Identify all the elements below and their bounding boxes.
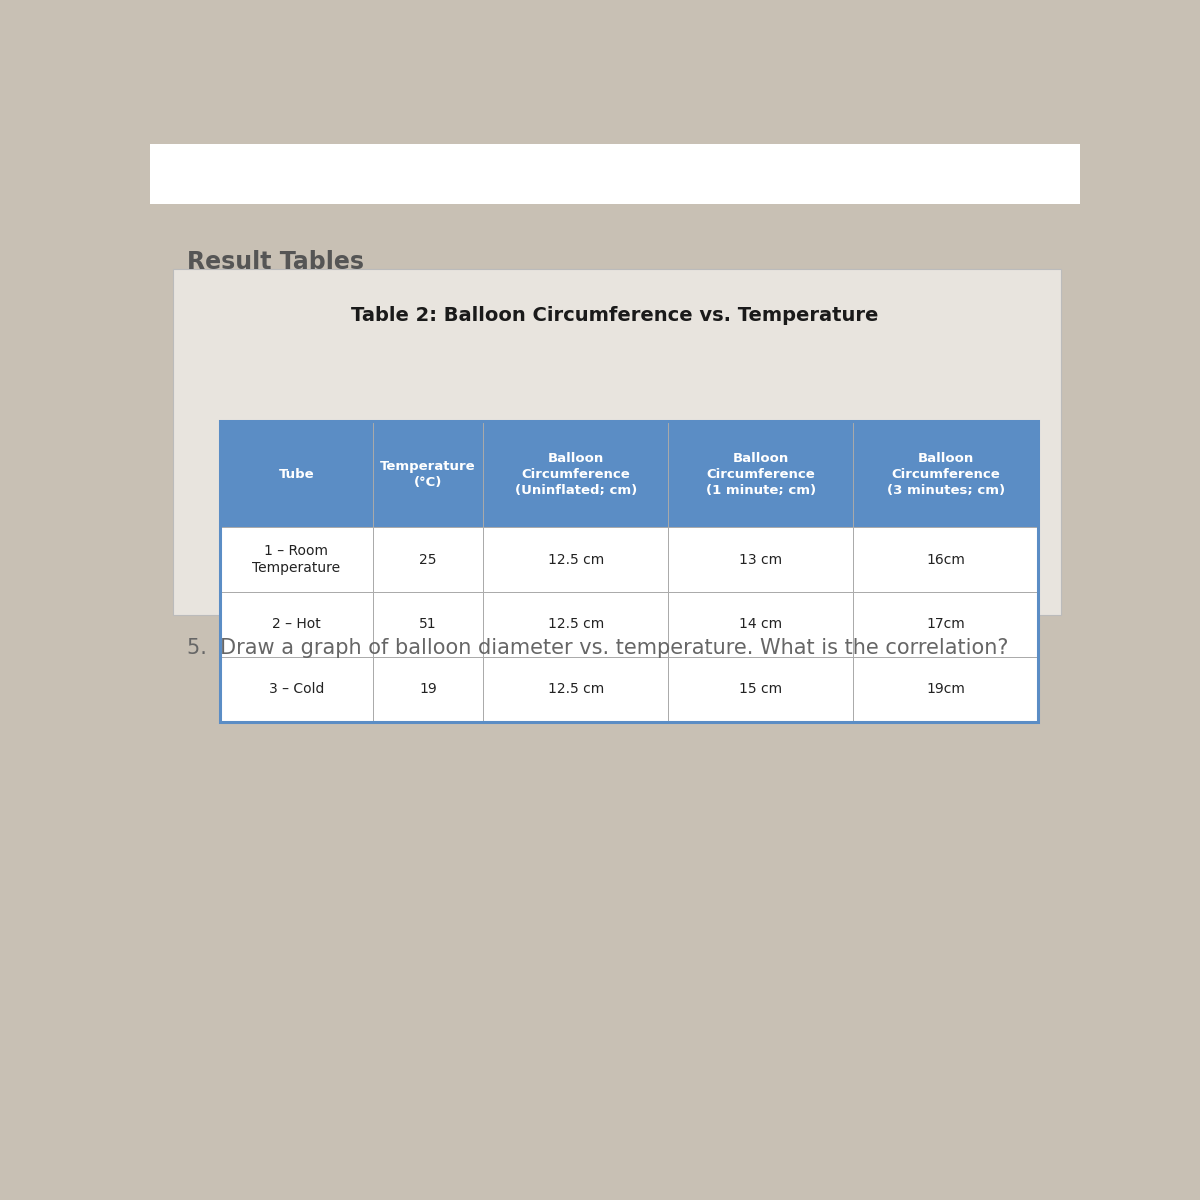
Text: 17cm: 17cm (926, 618, 965, 631)
Bar (373, 656, 484, 721)
Text: 12.5 cm: 12.5 cm (547, 553, 604, 566)
Bar (220, 528, 373, 592)
Bar (853, 592, 1038, 656)
Text: 16cm: 16cm (926, 553, 965, 566)
Text: 13 cm: 13 cm (739, 553, 782, 566)
Bar (373, 592, 484, 656)
Text: Balloon
Circumference
(3 minutes; cm): Balloon Circumference (3 minutes; cm) (887, 452, 1004, 497)
Bar (853, 656, 1038, 721)
Bar (484, 421, 668, 528)
Bar (173, 269, 1062, 616)
Bar (668, 421, 853, 528)
Text: Temperature
(°C): Temperature (°C) (380, 460, 476, 488)
Text: 25: 25 (419, 553, 437, 566)
Bar (220, 421, 373, 528)
Text: 5.  Draw a graph of balloon diameter vs. temperature. What is the correlation?: 5. Draw a graph of balloon diameter vs. … (187, 638, 1009, 659)
Text: 15 cm: 15 cm (739, 682, 782, 696)
Text: 2 – Hot: 2 – Hot (272, 618, 320, 631)
Text: 19: 19 (419, 682, 437, 696)
Bar (220, 421, 1038, 721)
Text: Tube: Tube (278, 468, 314, 481)
Bar (668, 656, 853, 721)
Text: Balloon
Circumference
(1 minute; cm): Balloon Circumference (1 minute; cm) (706, 452, 816, 497)
Bar (150, 144, 1080, 204)
Text: 12.5 cm: 12.5 cm (547, 618, 604, 631)
Text: Result Tables: Result Tables (187, 251, 365, 275)
Bar (373, 528, 484, 592)
Text: 19cm: 19cm (926, 682, 965, 696)
Text: Balloon
Circumference
(Uninflated; cm): Balloon Circumference (Uninflated; cm) (515, 452, 637, 497)
Bar (853, 421, 1038, 528)
Bar (484, 656, 668, 721)
Bar (220, 592, 373, 656)
Text: 3 – Cold: 3 – Cold (269, 682, 324, 696)
Bar (484, 528, 668, 592)
Text: 12.5 cm: 12.5 cm (547, 682, 604, 696)
Text: 14 cm: 14 cm (739, 618, 782, 631)
Bar (668, 592, 853, 656)
Bar (220, 656, 373, 721)
Text: Table 2: Balloon Circumference vs. Temperature: Table 2: Balloon Circumference vs. Tempe… (352, 306, 878, 325)
Bar (853, 528, 1038, 592)
Text: 51: 51 (419, 618, 437, 631)
Bar (373, 421, 484, 528)
Text: 1 – Room
Temperature: 1 – Room Temperature (252, 544, 341, 576)
Bar (668, 528, 853, 592)
Bar (484, 592, 668, 656)
